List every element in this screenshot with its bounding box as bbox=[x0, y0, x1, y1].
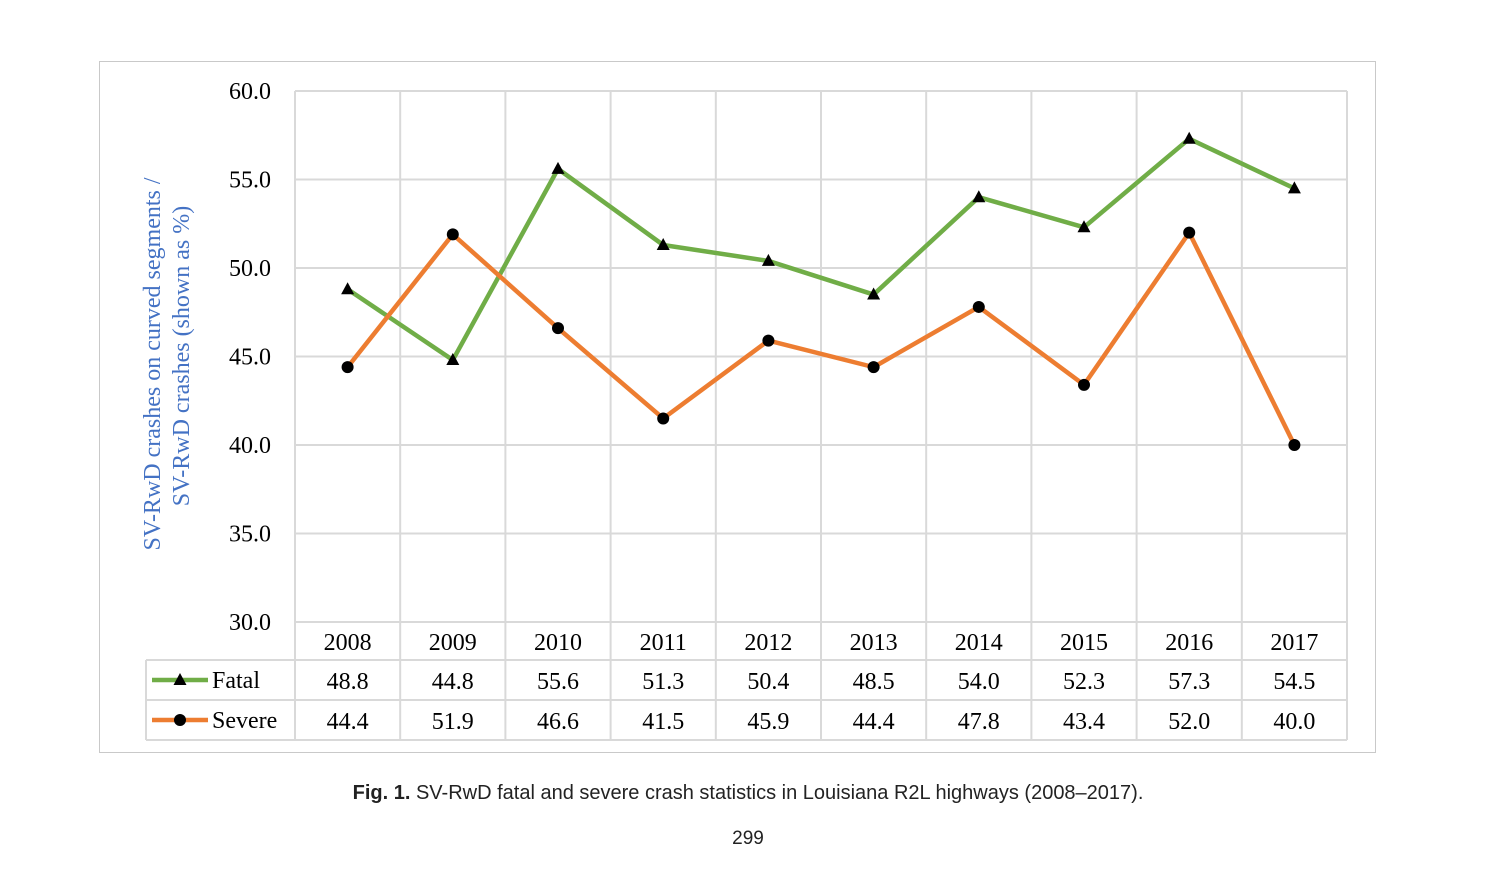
severe-point-2008 bbox=[341, 361, 354, 374]
y-axis-label-line1: SV-RwD crashes on curved segments / bbox=[140, 177, 166, 550]
legend-label-fatal: Fatal bbox=[212, 668, 260, 694]
y-tick-label: 60.0 bbox=[229, 79, 271, 105]
severe-cell-2012: 45.9 bbox=[747, 709, 789, 735]
severe-cell-2014: 47.8 bbox=[958, 709, 1000, 735]
x-tick-label-2016: 2016 bbox=[1165, 630, 1213, 656]
y-tick-label: 45.0 bbox=[229, 345, 271, 371]
y-tick-label: 30.0 bbox=[229, 610, 271, 636]
fatal-point-2015 bbox=[1077, 220, 1091, 233]
fatal-cell-2011: 51.3 bbox=[642, 669, 684, 695]
legend-key-marker-severe bbox=[174, 714, 186, 726]
severe-cell-2009: 51.9 bbox=[432, 709, 474, 735]
data-table: 2008 2009 2010 2011 2012 2013 2014 2015 2016 2017… bbox=[145, 630, 1347, 741]
fatal-point-2016 bbox=[1182, 131, 1196, 144]
x-tick-label-2010: 2010 bbox=[534, 630, 582, 656]
y-axis-label-line2: SV-RwD crashes (shown as %) bbox=[169, 206, 195, 506]
fatal-point-2011 bbox=[656, 237, 670, 250]
fatal-cell-2014: 54.0 bbox=[958, 669, 1000, 695]
fatal-cell-2009: 44.8 bbox=[432, 669, 474, 695]
chart-frame bbox=[99, 61, 1376, 753]
fatal-cell-2013: 48.5 bbox=[853, 669, 895, 695]
severe-cell-2016: 52.0 bbox=[1168, 709, 1210, 735]
severe-point-2009 bbox=[446, 228, 459, 241]
legend-key-marker-fatal bbox=[173, 673, 187, 685]
x-tick-label-2015: 2015 bbox=[1060, 630, 1108, 656]
x-tick-label-2017: 2017 bbox=[1270, 630, 1318, 656]
fatal-cell-2015: 52.3 bbox=[1063, 669, 1105, 695]
grid bbox=[294, 90, 1348, 740]
x-tick-label-2009: 2009 bbox=[429, 630, 477, 656]
page-number: 299 bbox=[732, 828, 764, 849]
severe-point-2015 bbox=[1078, 378, 1090, 391]
y-tick-label: 35.0 bbox=[229, 522, 271, 548]
fatal-point-2013 bbox=[867, 287, 881, 300]
severe-point-2012 bbox=[762, 334, 775, 347]
fatal-point-2014 bbox=[972, 190, 986, 203]
x-tick-label-2014: 2014 bbox=[955, 630, 1003, 656]
series-line-severe bbox=[345, 230, 1297, 446]
y-tick-label: 50.0 bbox=[229, 256, 271, 282]
x-tick-label-2012: 2012 bbox=[744, 630, 792, 656]
severe-point-2014 bbox=[972, 300, 985, 313]
fatal-point-2012 bbox=[761, 253, 775, 266]
severe-cell-2015: 43.4 bbox=[1063, 709, 1105, 735]
fatal-cell-2016: 57.3 bbox=[1168, 669, 1210, 695]
x-tick-label-2008: 2008 bbox=[324, 630, 372, 656]
fatal-point-2017 bbox=[1287, 181, 1301, 194]
severe-cell-2011: 41.5 bbox=[642, 709, 684, 735]
severe-cell-2008: 44.4 bbox=[327, 709, 369, 735]
fatal-cell-2017: 54.5 bbox=[1273, 669, 1315, 695]
y-axis-ticks: 30.0 35.0 40.0 45.0 50.0 55.0 60.0 bbox=[229, 79, 271, 636]
fatal-point-2009 bbox=[446, 353, 460, 366]
severe-point-2016 bbox=[1183, 226, 1196, 239]
severe-cell-2010: 46.6 bbox=[537, 709, 579, 735]
series-lines bbox=[341, 131, 1301, 451]
severe-point-2010 bbox=[552, 322, 564, 335]
caption-text: SV-RwD fatal and severe crash statistics… bbox=[415, 782, 1144, 804]
line-chart: 30.0 35.0 40.0 45.0 50.0 55.0 60.0 SV-RwD cras… bbox=[140, 79, 1348, 741]
y-tick-label: 40.0 bbox=[229, 433, 271, 459]
fatal-cell-2010: 55.6 bbox=[537, 669, 579, 695]
severe-point-2017 bbox=[1288, 439, 1301, 451]
y-tick-label: 55.0 bbox=[229, 168, 271, 194]
fatal-point-2010 bbox=[551, 161, 565, 174]
severe-cell-2017: 40.0 bbox=[1273, 709, 1315, 735]
severe-point-2013 bbox=[867, 361, 880, 374]
series-line-fatal bbox=[346, 136, 1296, 363]
x-tick-label-2013: 2013 bbox=[850, 630, 898, 656]
fatal-cell-2012: 50.4 bbox=[747, 669, 789, 695]
legend-label-severe: Severe bbox=[212, 708, 277, 734]
fatal-point-2008 bbox=[341, 282, 355, 295]
caption-label: Fig. 1. bbox=[352, 782, 411, 804]
x-tick-label-2011: 2011 bbox=[640, 630, 687, 656]
fatal-cell-2008: 48.8 bbox=[327, 669, 369, 695]
severe-point-2011 bbox=[657, 412, 670, 425]
severe-cell-2013: 44.4 bbox=[853, 709, 895, 735]
figure-caption: Fig. 1. SV-RwD fatal and severe crash st… bbox=[0, 782, 1496, 805]
